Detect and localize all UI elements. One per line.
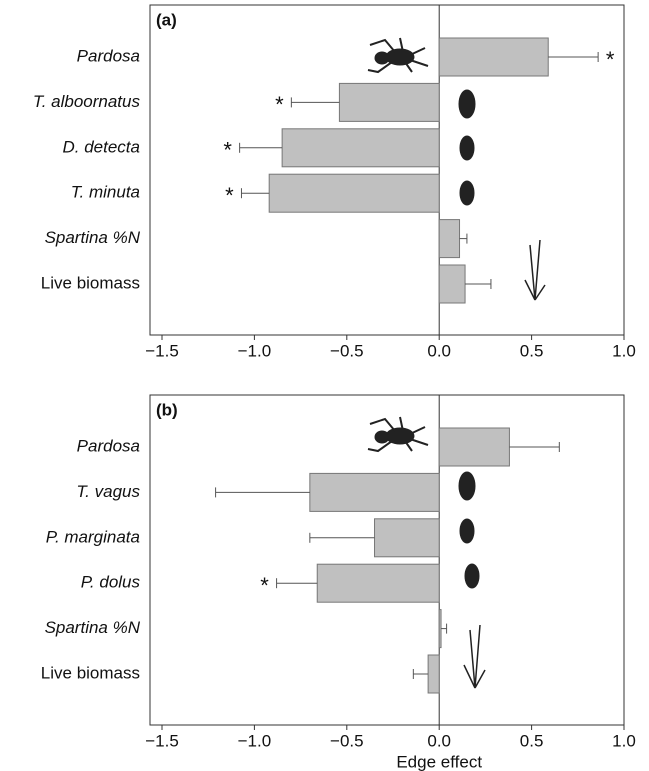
bug-icon [458, 471, 476, 501]
bar [309, 472, 440, 512]
plot-frame [149, 4, 625, 336]
panel-label: (a) [156, 10, 177, 29]
x-tick-label: 0.5 [520, 731, 544, 750]
significance-marker: * [606, 47, 615, 72]
category-label: P. dolus [81, 573, 141, 592]
bar [427, 654, 440, 694]
x-tick-label: −1.0 [238, 731, 272, 750]
category-label: T. minuta [71, 183, 140, 202]
bug-icon [458, 89, 476, 119]
bar [374, 518, 440, 558]
x-tick-label: 0.0 [427, 341, 451, 360]
bar [438, 264, 466, 304]
bar [338, 82, 440, 122]
bar [438, 37, 549, 77]
panel-label: (b) [156, 400, 178, 419]
category-label: Spartina %N [45, 228, 141, 247]
x-tick-label: −1.5 [145, 341, 179, 360]
grass-icon [524, 239, 546, 301]
x-tick-label: 0.0 [427, 731, 451, 750]
bar [316, 563, 440, 603]
x-axis-label: Edge effect [396, 752, 482, 771]
bar [281, 128, 440, 168]
icons [367, 37, 546, 689]
grass-icon [463, 624, 486, 689]
category-label: Pardosa [77, 436, 140, 455]
significance-marker: * [275, 92, 284, 117]
x-tick-label: −1.0 [238, 341, 272, 360]
bar [438, 427, 510, 467]
significance-marker: * [225, 183, 234, 208]
x-tick-label: −0.5 [330, 341, 364, 360]
significance-marker: * [260, 573, 269, 598]
category-label: T. alboornatus [33, 92, 141, 111]
category-label: T. vagus [76, 482, 140, 501]
bug-icon [459, 180, 475, 206]
x-tick-label: 1.0 [612, 341, 636, 360]
category-label: Pardosa [77, 46, 140, 65]
x-tick-label: 1.0 [612, 731, 636, 750]
bar [438, 219, 461, 259]
spider-icon [367, 37, 429, 74]
spider-icon [367, 416, 429, 453]
plot-frame [149, 394, 625, 726]
category-label: P. marginata [46, 527, 140, 546]
bar [268, 173, 440, 213]
x-tick-label: −1.5 [145, 731, 179, 750]
category-label: D. detecta [63, 137, 141, 156]
bug-icon [464, 563, 480, 589]
bar [438, 609, 442, 649]
x-tick-label: −0.5 [330, 731, 364, 750]
bug-icon [459, 518, 475, 544]
significance-marker: * [223, 138, 232, 163]
bug-icon [459, 135, 475, 161]
category-label: Live biomass [41, 663, 140, 682]
category-label: Spartina %N [45, 618, 141, 637]
x-tick-label: 0.5 [520, 341, 544, 360]
category-label: Live biomass [41, 273, 140, 292]
